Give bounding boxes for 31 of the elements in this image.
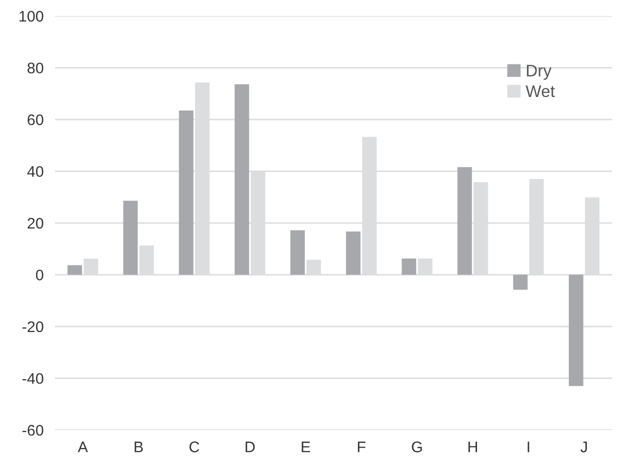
x-tick-label: G bbox=[412, 442, 422, 452]
y-tick-label: 60 bbox=[28, 114, 44, 126]
x-tick-label: C bbox=[190, 442, 200, 452]
x-tick-label: D bbox=[246, 442, 255, 452]
y-tick-label: 0 bbox=[36, 270, 44, 280]
y-tick-label: -40 bbox=[22, 373, 44, 384]
x-tick-label: H bbox=[468, 442, 478, 452]
bar bbox=[290, 230, 305, 275]
bar bbox=[513, 274, 528, 290]
bar bbox=[402, 258, 416, 275]
x-tick-label: J bbox=[580, 442, 587, 452]
bar bbox=[346, 232, 361, 275]
bar bbox=[68, 265, 82, 275]
bar bbox=[123, 200, 138, 275]
bar bbox=[234, 84, 250, 275]
x-tick-label: B bbox=[134, 442, 143, 452]
y-tick-label: -20 bbox=[22, 321, 44, 332]
y-tick-label: 40 bbox=[27, 166, 44, 177]
bar bbox=[457, 167, 472, 275]
x-tick-label: I bbox=[528, 442, 530, 452]
y-tick-label: 80 bbox=[28, 62, 44, 74]
bar bbox=[178, 110, 194, 275]
bar bbox=[568, 274, 584, 386]
x-tick-label: A bbox=[78, 442, 88, 452]
legend-label: Wet bbox=[526, 85, 555, 98]
y-tick-label: 20 bbox=[28, 218, 44, 229]
x-tick-label: E bbox=[302, 442, 310, 452]
y-tick-label: -60 bbox=[22, 424, 44, 436]
y-tick-label: 100 bbox=[20, 10, 44, 22]
x-tick-label: F bbox=[358, 442, 366, 452]
legend-label: Dry bbox=[526, 64, 552, 80]
